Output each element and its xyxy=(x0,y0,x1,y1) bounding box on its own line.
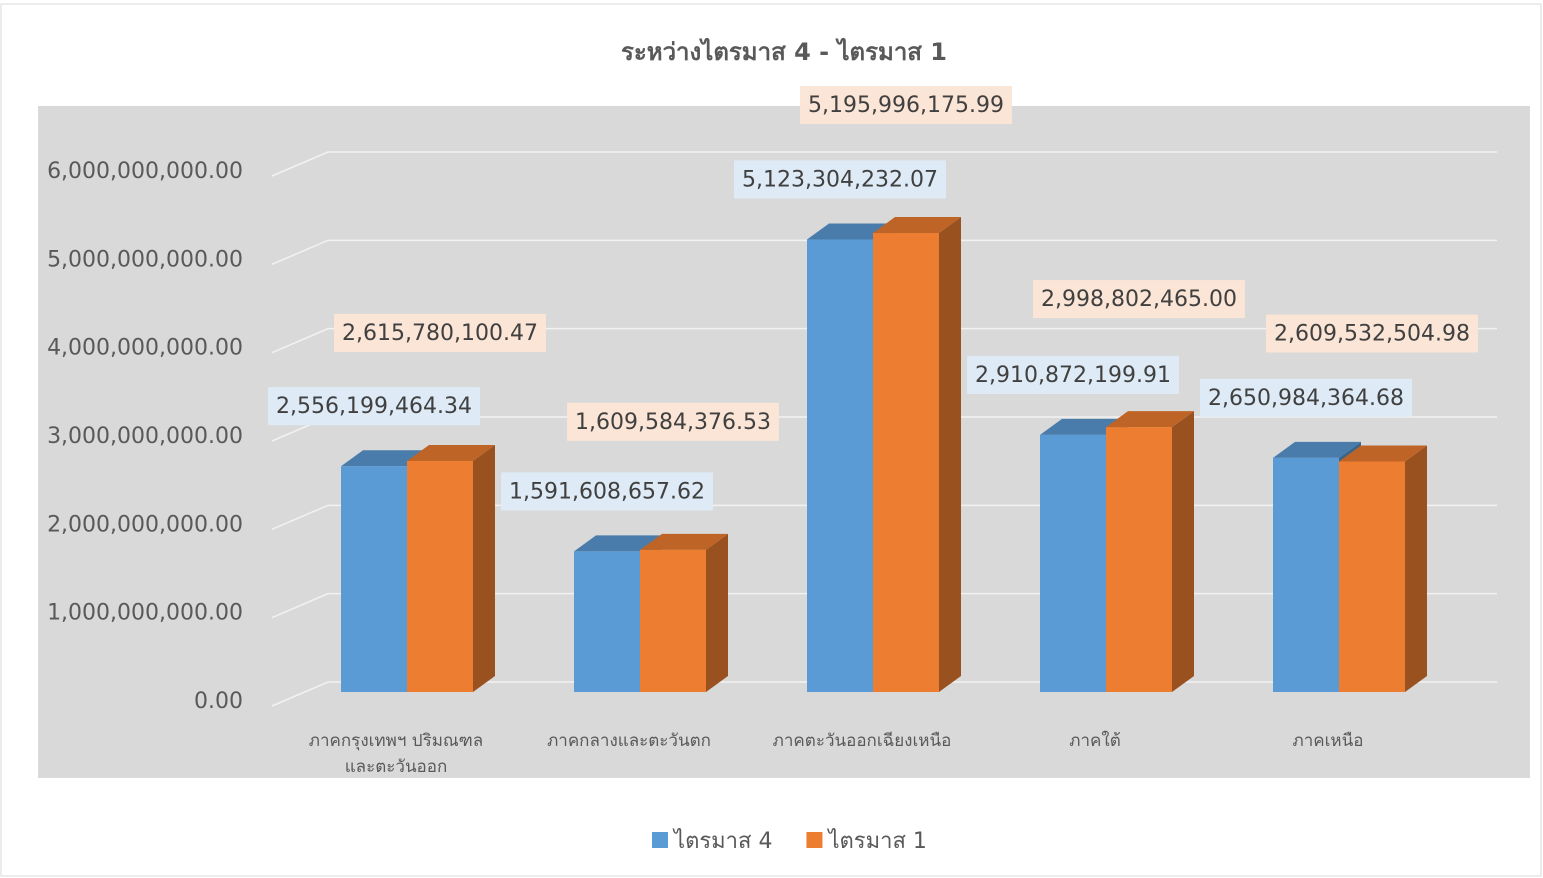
bar-side xyxy=(1405,445,1427,692)
x-tick-label: ภาคเหนือ xyxy=(1292,731,1364,751)
legend-label: ไตรมาส 1 xyxy=(826,828,926,854)
data-label-box xyxy=(567,402,779,441)
bar-top xyxy=(873,217,961,234)
y-tick-label: 6,000,000,000.00 xyxy=(47,159,243,184)
bar-top xyxy=(574,535,662,552)
x-tick-label: ภาคใต้ xyxy=(1069,731,1121,751)
data-label: 1,591,608,657.62 xyxy=(509,479,705,504)
data-label: 1,609,584,376.53 xyxy=(575,410,771,435)
grid-line xyxy=(271,327,1497,354)
bar-top xyxy=(640,533,728,550)
data-label-box xyxy=(1033,280,1245,319)
x-tick-label: ภาคกลางและตะวันตก xyxy=(547,731,711,751)
legend-swatch xyxy=(652,832,668,848)
y-tick-label: 0.00 xyxy=(194,689,243,714)
data-label-box xyxy=(1200,378,1412,417)
data-label: 2,556,199,464.34 xyxy=(276,394,472,419)
y-tick-label: 2,000,000,000.00 xyxy=(47,512,243,537)
data-label: 2,609,532,504.98 xyxy=(1274,321,1470,346)
x-tick-label: ภาคตะวันออกเฉียงเหนือ xyxy=(772,731,952,751)
data-label: 2,615,780,100.47 xyxy=(342,321,538,346)
data-label: 5,195,996,175.99 xyxy=(808,93,1004,118)
bar xyxy=(1106,427,1172,692)
data-label-box xyxy=(501,472,713,511)
bar xyxy=(341,466,407,692)
bar-side xyxy=(1172,411,1194,692)
y-tick-label: 3,000,000,000.00 xyxy=(47,424,243,449)
data-label: 2,910,872,199.91 xyxy=(975,363,1171,388)
bar xyxy=(640,549,706,692)
data-label: 5,123,304,232.07 xyxy=(742,167,938,192)
bar xyxy=(407,460,473,692)
bar-top xyxy=(1273,441,1361,458)
legend-label: ไตรมาส 4 xyxy=(672,828,772,854)
bar xyxy=(1339,461,1405,692)
bar xyxy=(807,239,873,692)
bar-top xyxy=(1106,411,1194,428)
chart-title: ระหว่างไตรมาส 4 - ไตรมาส 1 xyxy=(621,37,947,66)
bar xyxy=(873,233,939,693)
bar-side xyxy=(473,444,495,692)
y-tick-label: 5,000,000,000.00 xyxy=(47,247,243,272)
data-label-box xyxy=(967,355,1179,394)
grid-line xyxy=(271,239,1497,266)
bar-top xyxy=(407,444,495,461)
legend-swatch xyxy=(806,832,823,848)
y-tick-label: 1,000,000,000.00 xyxy=(47,601,243,626)
grid-line xyxy=(271,151,1497,177)
x-tick-label: ภาคกรุงเทพฯ ปริมณฑล และตะวันออก xyxy=(308,731,484,777)
y-tick-label: 4,000,000,000.00 xyxy=(47,336,243,361)
data-label: 2,650,984,364.68 xyxy=(1208,386,1404,411)
bar xyxy=(1273,457,1339,692)
bar xyxy=(574,551,640,692)
data-label-box xyxy=(334,313,546,352)
data-label-box xyxy=(1266,314,1478,353)
bar xyxy=(1040,434,1106,692)
data-label-box xyxy=(800,86,1012,125)
bar-top xyxy=(1339,445,1427,462)
bar-side xyxy=(939,217,961,693)
bar-side xyxy=(706,533,728,692)
data-label-box xyxy=(734,160,946,199)
data-label-box xyxy=(268,387,480,426)
data-label: 2,998,802,465.00 xyxy=(1041,287,1237,312)
